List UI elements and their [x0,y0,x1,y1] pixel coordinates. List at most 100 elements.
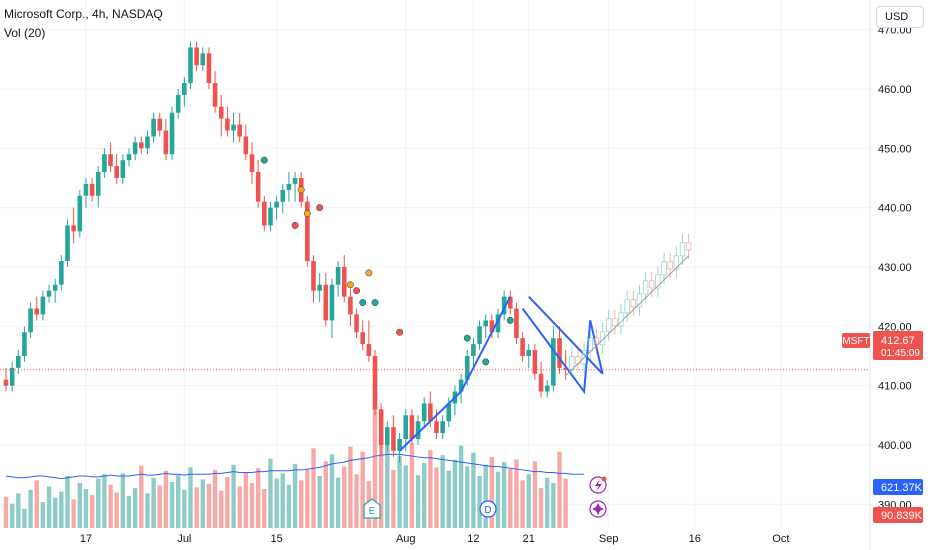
candle[interactable] [421,397,427,428]
currency-button[interactable]: USD [876,6,924,28]
candle[interactable] [169,106,175,161]
candle[interactable] [249,142,255,184]
candle[interactable] [65,219,70,267]
dividend-marker[interactable]: D [479,500,497,518]
candle[interactable] [77,189,83,238]
candle[interactable] [83,177,89,208]
candle[interactable] [471,338,476,368]
candle[interactable] [34,296,40,321]
candle[interactable] [341,255,347,303]
volume-bar [145,493,150,528]
candle[interactable] [231,112,236,143]
candle[interactable] [22,326,27,362]
candle[interactable] [477,320,482,351]
candle[interactable] [194,41,199,72]
candle[interactable] [89,177,95,202]
candle[interactable] [483,314,488,339]
candle[interactable] [40,290,46,321]
candle[interactable] [317,272,322,303]
candle[interactable] [71,207,76,244]
candle[interactable] [495,308,501,339]
sparkle-icon[interactable] [589,500,607,518]
candle[interactable] [323,272,329,327]
candle[interactable] [188,41,193,89]
candle[interactable] [157,112,163,137]
candle[interactable] [151,112,156,143]
candle[interactable] [52,278,58,303]
candle[interactable] [544,379,550,398]
pattern-leg-down[interactable] [521,307,604,395]
candle[interactable] [280,183,286,214]
flash-icon[interactable] [589,476,607,494]
candle[interactable] [292,172,298,202]
candle[interactable] [139,136,144,155]
candle[interactable] [243,124,249,161]
candle[interactable] [218,94,224,137]
candle[interactable] [440,415,445,440]
candle[interactable] [526,344,532,368]
candle[interactable] [366,320,372,362]
price-axis-pane[interactable] [870,0,932,550]
candle[interactable] [514,302,519,345]
candle[interactable] [397,433,402,463]
candle[interactable] [274,195,279,220]
volume-indicator-legend[interactable]: Vol (20) [4,26,46,40]
candle[interactable] [563,350,568,380]
candle[interactable] [255,160,261,208]
candle[interactable] [102,148,107,178]
candle[interactable] [520,332,525,362]
candle[interactable] [200,47,206,72]
candle[interactable] [501,290,507,321]
candle[interactable] [372,350,378,416]
candle[interactable] [175,88,181,119]
candle[interactable] [557,326,562,374]
candle[interactable] [551,326,556,392]
candle[interactable] [385,421,390,451]
candle[interactable] [415,415,421,445]
candle[interactable] [378,403,384,457]
candle[interactable] [145,130,150,155]
candle[interactable] [286,172,292,202]
candle[interactable] [268,201,273,232]
candle[interactable] [508,290,513,315]
candle[interactable] [3,367,9,392]
candle[interactable] [114,154,119,184]
candle[interactable] [182,77,187,107]
candle[interactable] [59,255,64,291]
chart-title[interactable]: Microsoft Corp., 4h, NASDAQ [4,7,163,21]
candle[interactable] [46,284,52,303]
candle[interactable] [305,195,310,267]
candle[interactable] [126,148,132,167]
candle[interactable] [360,320,365,351]
candle[interactable] [348,284,353,327]
pattern-drawing[interactable] [398,295,604,452]
candle[interactable] [458,373,464,404]
candle[interactable] [9,361,15,392]
earnings-marker[interactable]: E [363,498,381,519]
candle[interactable] [132,136,138,161]
candle[interactable] [354,308,359,339]
candle[interactable] [335,261,341,297]
candle[interactable] [311,255,316,303]
candle[interactable] [532,344,538,380]
pattern-upper-line[interactable] [528,295,604,375]
candle[interactable] [206,47,212,89]
candle[interactable] [452,385,458,416]
candle[interactable] [28,302,33,339]
candle[interactable] [262,195,267,232]
candle[interactable] [95,166,101,208]
candlestick-series[interactable] [3,41,568,463]
volume-bar [286,484,292,528]
candle[interactable] [120,154,126,184]
candle[interactable] [225,106,230,137]
candle[interactable] [538,361,544,398]
candle[interactable] [391,415,396,457]
volume-bar [428,450,433,528]
candle[interactable] [329,278,335,339]
candle[interactable] [237,112,242,143]
pattern-leg-up[interactable] [398,296,512,452]
candle[interactable] [212,71,218,113]
candle[interactable] [108,142,113,173]
candle[interactable] [163,118,169,161]
